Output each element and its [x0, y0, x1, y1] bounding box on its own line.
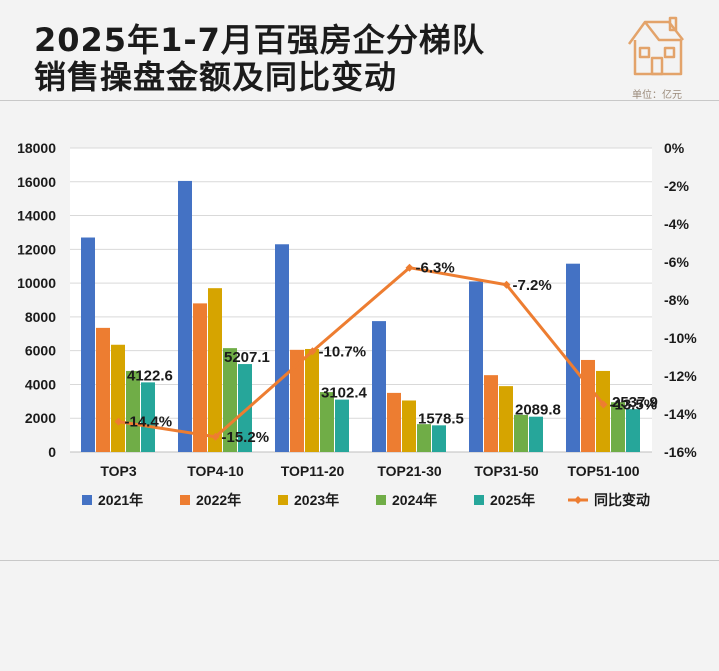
legend-marker [574, 496, 582, 504]
legend-swatch [82, 495, 92, 505]
bar-2023年-TOP51-100 [596, 370, 610, 452]
bar-2024年-TOP21-30 [417, 424, 431, 452]
bar-data-label: 4122.6 [127, 367, 173, 384]
bar-2025年-TOP3 [141, 382, 155, 452]
yoy-data-label: -15.2% [222, 429, 270, 446]
x-category-label: TOP31-50 [474, 463, 539, 479]
x-category-label: TOP21-30 [377, 463, 442, 479]
bar-2023年-TOP11-20 [305, 348, 319, 452]
legend-label: 2025年 [490, 492, 535, 508]
bar-data-label: 2537.9 [612, 394, 658, 411]
yoy-data-label: -7.2% [513, 277, 552, 294]
bar-2025年-TOP51-100 [626, 409, 640, 452]
bar-2021年-TOP3 [81, 237, 95, 452]
legend-swatch [180, 495, 190, 505]
legend-label: 2022年 [196, 492, 241, 508]
bar-2022年-TOP3 [96, 327, 110, 452]
yoy-point [599, 400, 608, 409]
bar-2021年-TOP31-50 [469, 281, 483, 452]
bar-2023年-TOP4-10 [208, 288, 222, 452]
legend-swatch [474, 495, 484, 505]
bar-2021年-TOP21-30 [372, 321, 386, 452]
bar-2022年-TOP4-10 [193, 303, 207, 452]
bar-data-label: 3102.4 [321, 385, 368, 402]
yoy-line [118, 266, 605, 439]
y-right-tick-label: -6% [664, 254, 689, 270]
legend-label: 2023年 [294, 492, 339, 508]
legend-label: 2024年 [392, 492, 437, 508]
yoy-data-label: -10.7% [319, 343, 367, 360]
y-right-tick-label: -10% [664, 330, 697, 346]
x-category-label: TOP51-100 [567, 463, 639, 479]
bar-2022年-TOP51-100 [581, 359, 595, 452]
y-right-tick-label: -2% [664, 178, 689, 194]
bar-data-label: 1578.5 [418, 410, 464, 427]
x-category-label: TOP3 [100, 463, 137, 479]
bar-2023年-TOP31-50 [499, 386, 513, 452]
bar-2024年-TOP31-50 [514, 414, 528, 452]
yoy-data-label: -14.4% [125, 414, 173, 431]
plot-area [70, 148, 652, 452]
y-left-tick-label: 14000 [17, 208, 56, 224]
bar-2024年-TOP11-20 [320, 392, 334, 452]
yoy-point [308, 347, 317, 356]
y-left-tick-label: 2000 [25, 410, 56, 426]
yoy-data-label: -13.5% [610, 397, 658, 414]
bar-2021年-TOP4-10 [178, 180, 192, 452]
bar-2024年-TOP3 [126, 370, 140, 452]
legend-label: 2021年 [98, 492, 143, 508]
y-right-tick-label: -8% [664, 292, 689, 308]
page-title: 2025年1-7月百强房企分梯队 销售操盘金额及同比变动 [34, 22, 485, 96]
footer-divider [0, 560, 719, 561]
y-left-tick-label: 4000 [25, 376, 56, 392]
bar-2025年-TOP4-10 [238, 364, 252, 452]
x-category-label: TOP4-10 [187, 463, 244, 479]
y-left-tick-label: 8000 [25, 309, 56, 325]
bar-2021年-TOP11-20 [275, 244, 289, 452]
bar-2022年-TOP31-50 [484, 375, 498, 452]
house-logo-icon [625, 14, 691, 84]
yoy-point [114, 417, 123, 426]
bar-2022年-TOP11-20 [290, 349, 304, 452]
yoy-point [405, 263, 414, 272]
bar-data-label: 5207.1 [224, 349, 270, 366]
bar-2022年-TOP21-30 [387, 392, 401, 452]
y-left-tick-label: 0 [48, 444, 56, 460]
bar-2023年-TOP21-30 [402, 400, 416, 452]
bar-2023年-TOP3 [111, 344, 125, 452]
legend-swatch [376, 495, 386, 505]
y-right-tick-label: -16% [664, 444, 697, 460]
y-right-tick-label: -12% [664, 368, 697, 384]
bar-2025年-TOP31-50 [529, 416, 543, 452]
bar-2025年-TOP11-20 [335, 399, 349, 452]
legend-label: 同比变动 [594, 492, 650, 508]
yoy-point [211, 432, 220, 441]
y-left-tick-label: 12000 [17, 241, 56, 257]
yoy-point [502, 280, 511, 289]
header-divider [0, 100, 719, 101]
y-left-tick-label: 16000 [17, 174, 56, 190]
y-left-tick-label: 6000 [25, 343, 56, 359]
bar-2024年-TOP51-100 [611, 402, 625, 452]
y-left-tick-label: 10000 [17, 275, 56, 291]
y-right-tick-label: -14% [664, 406, 697, 422]
legend-swatch [278, 495, 288, 505]
y-right-tick-label: -4% [664, 216, 689, 232]
bar-2021年-TOP51-100 [566, 263, 580, 452]
y-left-tick-label: 18000 [17, 140, 56, 156]
title-line-1: 2025年1-7月百强房企分梯队 [34, 21, 485, 59]
yoy-data-label: -6.3% [416, 260, 455, 277]
y-right-tick-label: 0% [664, 140, 685, 156]
title-line-2: 销售操盘金额及同比变动 [34, 58, 398, 96]
unit-label: 单位：亿元 [632, 90, 682, 101]
bar-2025年-TOP21-30 [432, 425, 446, 452]
x-category-label: TOP11-20 [281, 463, 345, 479]
bar-data-label: 2089.8 [515, 402, 561, 419]
